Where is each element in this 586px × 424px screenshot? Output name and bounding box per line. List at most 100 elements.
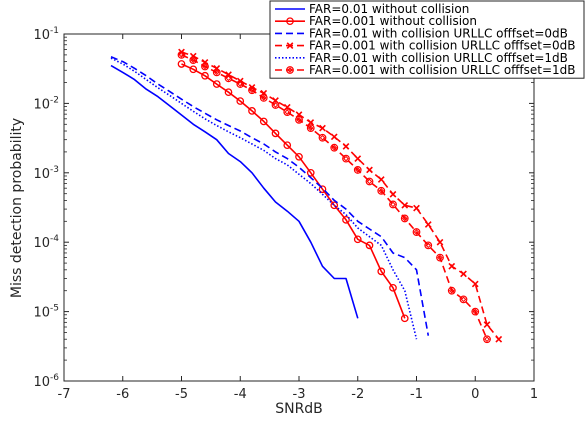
marker-circle: [353, 166, 362, 174]
legend-marker: [286, 66, 294, 74]
data-point: [259, 94, 268, 102]
marker-circle: [330, 143, 339, 152]
marker-diamond: [448, 287, 455, 294]
marker-circle: [342, 154, 350, 163]
marker-circle: [306, 124, 315, 133]
data-point: [295, 152, 303, 161]
data-point: [212, 80, 221, 88]
data-point: [306, 124, 315, 133]
x-tick-label: -6: [116, 387, 129, 402]
marker-diamond: [272, 102, 279, 108]
marker-circle: [412, 228, 421, 236]
marker-diamond: [237, 81, 244, 87]
marker-diamond: [202, 63, 208, 70]
marker-diamond: [413, 229, 420, 235]
data-point: [447, 286, 456, 295]
marker-diamond: [425, 242, 432, 249]
marker-diamond: [460, 296, 467, 303]
marker-diamond: [331, 144, 338, 151]
legend-entry-1: FAR=0.01 without collision: [275, 2, 469, 16]
data-point: [248, 86, 256, 95]
marker-diamond: [484, 336, 490, 343]
x-marker-stroke: [213, 64, 221, 72]
data-point: [283, 108, 292, 116]
data-point: [389, 283, 397, 292]
legend-marker: [286, 17, 294, 26]
x-tick-label: -3: [293, 387, 306, 402]
marker-diamond: [284, 109, 291, 115]
x-marker-stroke: [330, 133, 338, 141]
marker-diamond: [225, 75, 232, 82]
marker-circle: [224, 74, 233, 83]
x-marker-stroke: [495, 335, 503, 343]
data-point: [330, 201, 339, 210]
data-point: [471, 280, 479, 288]
marker-circle: [318, 133, 327, 142]
series-5: [110, 57, 418, 340]
data-point: [483, 321, 491, 328]
marker-diamond: [390, 201, 396, 208]
legend-box: [269, 0, 585, 79]
data-point: [318, 133, 327, 142]
data-point: [212, 68, 221, 77]
marker-diamond: [260, 95, 267, 101]
legend-entry-3: FAR=0.01 with collision URLLC offfset=0d…: [275, 26, 568, 40]
legend-entry-4: FAR=0.001 with collision URLLC offfset=0…: [275, 39, 576, 53]
data-point: [377, 176, 385, 183]
legend-marker: [286, 42, 294, 49]
y-tick-label: 10-4: [33, 234, 59, 251]
x-marker-stroke: [436, 238, 444, 246]
x-marker-stroke: [377, 176, 385, 183]
data-point: [353, 235, 362, 244]
x-marker-stroke: [319, 124, 326, 132]
data-point: [283, 141, 292, 150]
marker-circle: [459, 295, 468, 304]
data-point: [236, 97, 245, 105]
marker-circle: [436, 253, 444, 262]
marker-diamond: [249, 87, 255, 93]
data-point: [342, 215, 350, 224]
data-point: [295, 115, 303, 124]
x-marker-stroke: [189, 52, 197, 60]
data-point: [413, 204, 420, 212]
x-marker-stroke: [354, 155, 362, 162]
marker-circle: [447, 286, 456, 295]
marker-diamond: [287, 67, 293, 73]
data-point: [354, 155, 362, 162]
data-point: [319, 124, 326, 132]
data-point: [400, 314, 409, 323]
marker-diamond: [213, 69, 220, 76]
marker-circle: [483, 335, 491, 344]
data-point: [436, 253, 444, 262]
data-point: [213, 64, 221, 72]
x-marker-stroke: [389, 190, 397, 198]
x-marker-stroke: [307, 119, 315, 126]
data-point: [271, 129, 280, 138]
data-point: [389, 190, 397, 198]
data-point: [377, 186, 386, 195]
data-point: [201, 62, 209, 71]
legend-entry-2: FAR=0.001 without collision: [275, 14, 477, 28]
x-marker-stroke: [286, 42, 294, 49]
series-2: [177, 60, 409, 323]
data-point: [366, 166, 373, 174]
data-point: [353, 166, 362, 174]
data-point: [189, 65, 198, 74]
marker-circle: [295, 115, 303, 124]
marker-diamond: [366, 178, 373, 185]
legend-label: FAR=0.001 without collision: [309, 14, 477, 28]
data-point: [224, 74, 233, 83]
data-point: [330, 133, 338, 141]
marker-diamond: [319, 134, 326, 141]
marker-circle: [471, 307, 480, 316]
data-point: [342, 154, 350, 163]
marker-circle: [286, 66, 294, 74]
marker-circle: [377, 186, 386, 195]
data-point: [307, 119, 315, 126]
data-point: [201, 71, 209, 80]
marker-circle: [248, 86, 256, 95]
series-line-2: [181, 63, 406, 319]
x-marker-stroke: [401, 201, 409, 209]
